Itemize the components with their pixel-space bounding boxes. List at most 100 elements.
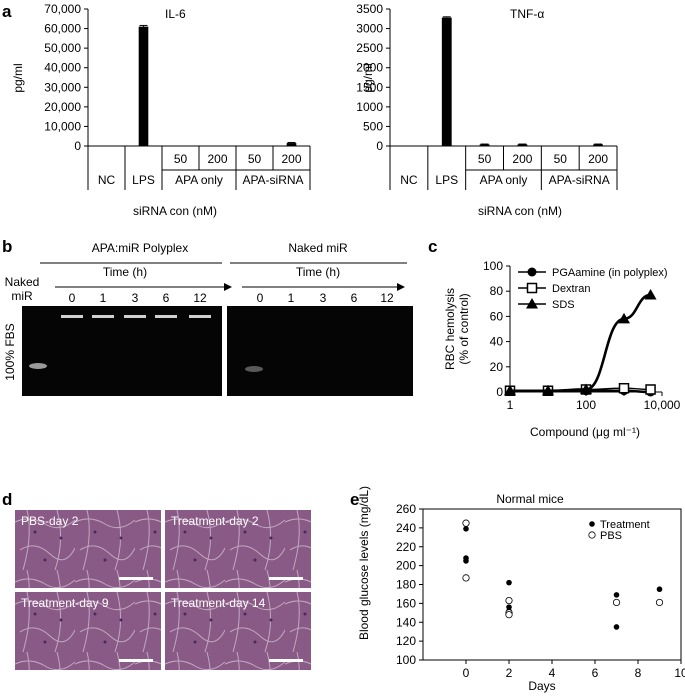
y-tick-label: 70,000 [44,2,81,16]
x-tick-label: 10 [674,666,685,680]
hemo-ylabel-line1: RBC hemolysis [443,288,457,370]
glucose-scatter-chart: Normal mice Blood glucose levels (mg/dL)… [357,486,685,693]
y-tick-label: 3000 [356,22,383,36]
naked-mir-label-line2: miR [11,289,33,303]
naked-mir-label-line1: Naked [5,275,40,289]
time-tick-label: 12 [193,291,207,305]
gel-right-time-ticks: 0 1 3 6 12 [257,291,394,305]
group-label: APA only [480,173,528,187]
x-tick-label: 1 [507,398,514,412]
category-label: 200 [588,152,608,166]
y-tick-label: 60,000 [44,22,81,36]
histology-tile-treatment-day14: Treatment-day 14 [164,591,312,671]
gel-right-time-label: Time (h) [296,265,340,279]
tnf-xlabel: siRNA con (nM) [478,204,562,218]
data-point [644,288,657,300]
bar [441,17,452,146]
bar [517,144,528,146]
gel-bands [29,315,263,372]
glucose-xlabel: Days [528,679,555,693]
histology-label: PBS-day 2 [21,514,79,528]
gel-right-arrowhead [397,283,405,291]
bar [479,144,490,146]
gel-band-well [92,315,114,318]
histology-label: Treatment-day 9 [21,596,109,610]
data-point [580,383,592,394]
category-label: 50 [554,152,568,166]
data-point [613,624,620,630]
histology-tile-treatment-day9: Treatment-day 9 [14,591,162,671]
x-tick-label: 2 [506,666,513,680]
gel-band-well [189,315,211,318]
y-tick-label: 20,000 [44,100,81,114]
data-point [612,598,621,607]
y-tick-label: 240 [396,521,416,535]
histology-tile-treatment-day2: Treatment-day 2 [164,509,312,589]
time-tick-label: 0 [257,291,264,305]
time-tick-label: 3 [320,291,327,305]
data-point [505,596,513,605]
gel-band-naked-mir [29,363,47,369]
gel-left-arrowhead [224,283,232,291]
y-tick-label: 0 [74,139,81,153]
tnf-title: TNF-α [510,7,544,21]
y-tick-label: 180 [396,578,416,592]
group-label: NC [98,173,116,187]
hemolysis-line-chart: RBC hemolysis (% of control) Compound (μ… [443,259,681,439]
group-label: NC [400,173,418,187]
gel-side-label: 100% FBS [3,323,17,380]
y-tick-label: 260 [396,502,416,516]
x-tick-label: 0 [463,666,470,680]
category-label: 200 [207,152,227,166]
y-tick-label: 100 [483,259,503,273]
gel-panel: APA:miR Polyplex Naked miR Time (h) Time… [3,241,413,396]
x-tick-label: 100 [576,398,596,412]
y-tick-label: 3500 [356,2,383,16]
data-point [462,519,470,527]
data-point [655,598,664,607]
data-point [542,384,554,396]
group-label: LPS [435,173,458,187]
y-tick-label: 2500 [356,41,383,55]
y-tick-label: 40,000 [44,61,81,75]
y-tick-label: 220 [396,540,416,554]
series-line [509,293,651,393]
gel-band-naked-mir [245,366,263,372]
gel-left-image [22,306,222,396]
category-label: 200 [512,152,532,166]
y-tick-label: 1500 [356,80,383,94]
data-point [462,574,470,582]
panel-label-b: b [2,237,12,256]
gel-band-well [155,315,177,318]
time-tick-label: 6 [351,291,358,305]
y-tick-label: 0 [376,139,383,153]
y-tick-label: 160 [396,596,416,610]
data-point [463,526,469,532]
time-tick-label: 1 [100,291,107,305]
hemo-xlabel: Compound (μg ml⁻¹) [530,425,640,439]
data-point [504,384,516,396]
group-label: APA-siRNA [242,173,303,187]
legend-label: SDS [552,299,575,311]
scale-bar [269,659,303,662]
tnf-ylabel: pg/ml [361,63,375,92]
legend-marker [526,282,538,294]
bar [286,143,297,146]
scale-bar [269,577,303,580]
panel-label-c: c [428,237,437,256]
legend-label: PBS [600,530,622,542]
histology-label: Treatment-day 2 [171,514,259,528]
time-tick-label: 12 [380,291,394,305]
y-tick-label: 30,000 [44,80,81,94]
scale-bar [119,659,153,662]
glucose-ylabel: Blood glucose levels (mg/dL) [357,486,371,640]
y-tick-label: 10,000 [44,119,81,133]
legend-marker [526,298,538,309]
tnf-bar-chart: TNF-α pg/ml siRNA con (nM) 0 500 1000 1500 2… [356,2,618,218]
y-tick-label: 500 [363,119,383,133]
gel-band-well [124,315,146,318]
legend-label: Treatment [600,519,650,531]
y-tick-label: 200 [396,559,416,573]
category-label: 50 [174,152,188,166]
data-point [506,579,512,586]
